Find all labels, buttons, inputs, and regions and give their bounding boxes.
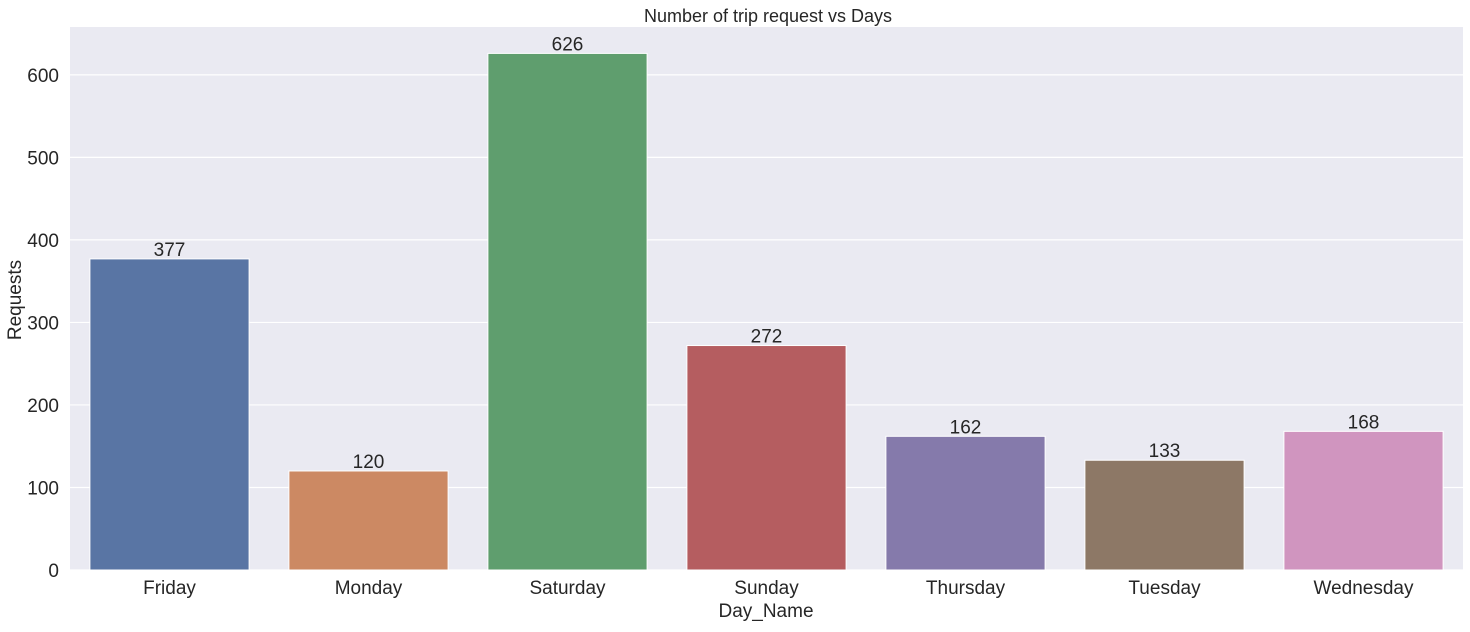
data-label-sunday: 272: [751, 327, 783, 348]
x-tick-label: Friday: [143, 578, 196, 599]
bar-thursday: [885, 435, 1046, 571]
data-label-friday: 377: [154, 240, 186, 261]
y-tick-label: 500: [27, 148, 59, 169]
data-label-tuesday: 133: [1149, 441, 1181, 462]
x-tick-label: Wednesday: [1314, 578, 1414, 599]
x-tick-label: Monday: [335, 578, 403, 599]
bars: [89, 52, 1444, 571]
y-tick-label: 400: [27, 231, 59, 252]
y-tick-label: 200: [27, 396, 59, 417]
data-label-monday: 120: [353, 452, 385, 473]
x-tick-label: Sunday: [734, 578, 799, 599]
x-tick-label: Tuesday: [1128, 578, 1201, 599]
bar-saturday: [487, 52, 648, 571]
x-tick-labels: Friday Monday Saturday Sunday Thursday Tuesda…: [143, 578, 1414, 599]
bar-wednesday: [1283, 430, 1444, 571]
bar-monday: [288, 470, 449, 571]
chart-title: Number of trip request vs Days: [644, 6, 892, 26]
bar-sunday: [686, 345, 847, 571]
data-labels: 377 120 626 272 162 133 168: [154, 34, 1380, 473]
y-tick-labels: 0 100 200 300 400 500 600: [27, 66, 59, 582]
x-axis-label: Day_Name: [718, 601, 813, 622]
bar-tuesday: [1084, 459, 1245, 571]
data-label-thursday: 162: [950, 417, 982, 438]
y-tick-label: 600: [27, 66, 59, 87]
x-tick-label: Thursday: [926, 578, 1006, 599]
y-tick-label: 300: [27, 313, 59, 334]
y-tick-label: 0: [48, 561, 59, 582]
bar-friday: [89, 258, 250, 571]
data-label-saturday: 626: [552, 34, 584, 55]
x-tick-label: Saturday: [529, 578, 606, 599]
data-label-wednesday: 168: [1348, 412, 1380, 433]
y-axis-label: Requests: [5, 260, 26, 340]
y-tick-label: 100: [27, 478, 59, 499]
